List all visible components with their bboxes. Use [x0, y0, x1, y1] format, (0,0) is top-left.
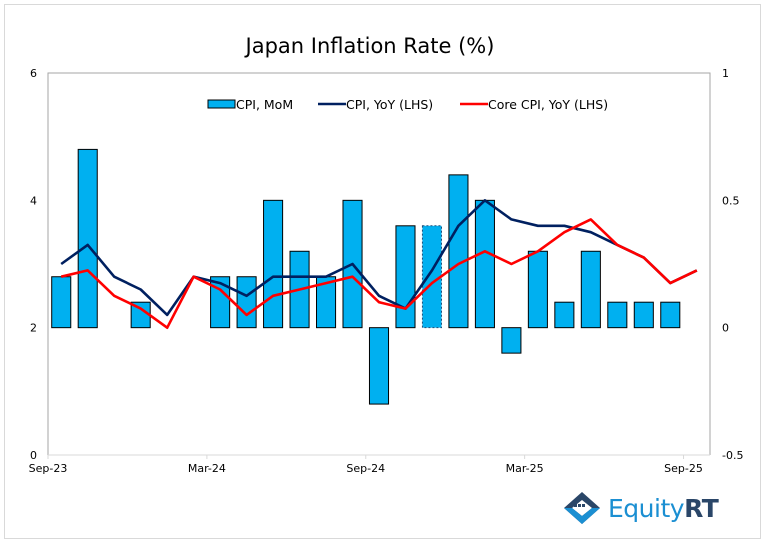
x-axis-tick-label: Sep-25: [664, 462, 703, 475]
x-axis-tick-label: Mar-24: [188, 462, 226, 475]
bar-Jan-25: [474, 199, 495, 329]
bar-Apr-24: [236, 276, 257, 329]
legend-swatch-cpi-mom: [207, 99, 236, 109]
bar-Jun-25: [607, 301, 628, 329]
right-axis-tick-label: -0.5: [722, 449, 743, 462]
left-axis-tick-label: 4: [30, 194, 37, 207]
legend-label-cpi-yoy: CPI, YoY (LHS): [346, 97, 433, 112]
bar-Sep-24: [368, 327, 390, 405]
left-axis-tick-label: 0: [30, 449, 37, 462]
chart-title: Japan Inflation Rate (%): [244, 34, 495, 58]
x-axis-tick-label: Sep-24: [346, 462, 385, 475]
bar-May-24: [263, 199, 284, 329]
legend-label-core-cpi-yoy: Core CPI, YoY (LHS): [488, 97, 608, 112]
bar-Jul-25: [633, 301, 654, 329]
equityrt-diamond-icon: [564, 492, 600, 524]
plot-area-border: [47, 72, 711, 455]
chart-frame: [4, 4, 761, 539]
equityrt-logo: EquityRT: [562, 490, 719, 526]
line-core-cpi-yoy: [60, 218, 698, 330]
bar-series-cpi-mom: [51, 148, 681, 405]
bar-Mar-24: [210, 276, 231, 329]
right-axis-tick-label: 0: [722, 322, 729, 335]
left-axis-tick-label: 6: [30, 67, 37, 80]
right-axis-tick-label: 1: [722, 67, 729, 80]
line-cpi-yoy: [60, 199, 698, 317]
plot-area: [47, 72, 711, 455]
legend: CPI, MoM CPI, YoY (LHS) Core CPI, YoY (LHS…: [207, 97, 608, 112]
bar-Feb-25: [501, 327, 522, 354]
axes: 0 2 4 6 -0.5 0 0.5 1 Sep-23 Mar-24 Sep-24 Mar-25 Sep…: [29, 67, 744, 475]
bar-Oct-23: [77, 148, 98, 329]
left-axis-tick-label: 2: [30, 322, 37, 335]
logo-text-rt: RT: [684, 493, 719, 523]
bar-Apr-25: [554, 301, 575, 329]
bar-Aug-25: [660, 301, 681, 329]
bar-Mar-25: [527, 250, 548, 329]
bar-Sep-23: [51, 276, 72, 329]
bar-Dec-24: [448, 174, 469, 329]
right-axis-tick-label: 0.5: [722, 194, 740, 207]
x-axis-tick-label: Mar-25: [506, 462, 544, 475]
legend-label-cpi-mom: CPI, MoM: [236, 97, 293, 112]
line-series: [60, 199, 698, 330]
bar-May-25: [580, 250, 601, 329]
x-axis-tick-label: Sep-23: [29, 462, 68, 475]
logo-text-equity: Equity: [608, 493, 685, 523]
bar-Oct-24: [395, 225, 416, 329]
